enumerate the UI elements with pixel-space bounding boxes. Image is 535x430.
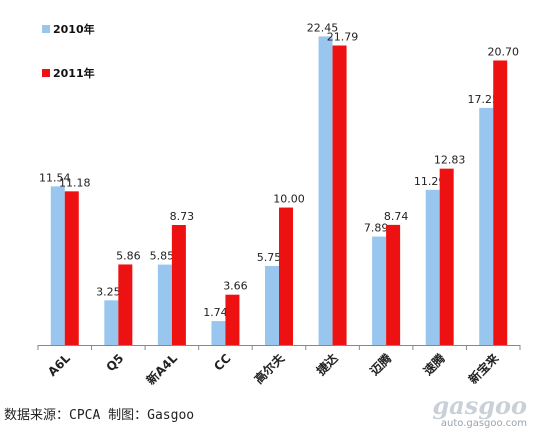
watermark-logo: gasgoo <box>432 391 527 420</box>
data-label: 5.85 <box>150 250 175 263</box>
bar-2010 <box>372 236 387 345</box>
data-label: 5.75 <box>257 251 282 264</box>
data-label: 1.74 <box>203 306 228 319</box>
legend-swatch <box>42 69 50 77</box>
category-label: CC <box>211 351 233 373</box>
bar-2010 <box>479 107 494 345</box>
data-label: 11.29 <box>414 175 446 188</box>
category-label: 高尔夫 <box>251 350 288 387</box>
category-label: 迈腾 <box>367 350 395 378</box>
bar-2011 <box>171 225 186 345</box>
bar-2010 <box>104 300 119 345</box>
bar-2010 <box>157 264 172 345</box>
bar-2010 <box>211 321 226 345</box>
bar-2010 <box>265 265 279 345</box>
category-label: 新宝来 <box>465 350 502 387</box>
bar-2011 <box>118 264 133 345</box>
data-label: 3.66 <box>223 280 248 293</box>
source-note: 数据来源：CPCA 制图：Gasgoo <box>4 408 195 423</box>
category-label: A6L <box>45 351 73 379</box>
data-label: 21.79 <box>327 31 359 44</box>
bar-2010 <box>318 36 333 345</box>
legend-label: 2011年 <box>53 66 95 80</box>
data-label: 22.45 <box>307 21 339 34</box>
bar-2011 <box>332 45 347 345</box>
legend-swatch <box>42 25 50 33</box>
bar-2010 <box>425 189 440 345</box>
data-label: 20.70 <box>487 45 519 58</box>
data-label: 17.25 <box>467 93 499 106</box>
data-label: 5.86 <box>116 249 141 262</box>
data-label: 10.00 <box>273 193 305 206</box>
bar-2010 <box>50 186 65 345</box>
data-label: 12.83 <box>434 154 466 167</box>
bar-2011 <box>439 168 454 345</box>
legend-label: 2010年 <box>53 22 95 36</box>
data-label: 11.18 <box>59 176 91 189</box>
gasgoo-watermark: gasgoo auto.gasgoo.com <box>432 394 527 430</box>
data-label: 3.25 <box>96 285 121 298</box>
watermark-url: auto.gasgoo.com <box>440 418 527 429</box>
category-label: 捷达 <box>313 351 341 379</box>
data-label: 8.73 <box>170 210 195 223</box>
data-label: 7.89 <box>364 222 389 235</box>
data-label: 11.54 <box>39 171 71 184</box>
bar-2011 <box>386 224 401 345</box>
bar-2011 <box>64 191 79 345</box>
bar-2011 <box>493 60 508 345</box>
bar-2011 <box>279 207 293 345</box>
category-label: 新A4L <box>143 350 180 387</box>
category-label: 速腾 <box>420 350 448 378</box>
data-label: 8.74 <box>384 210 409 223</box>
category-label: Q5 <box>103 351 126 374</box>
bar-2011 <box>225 294 240 345</box>
